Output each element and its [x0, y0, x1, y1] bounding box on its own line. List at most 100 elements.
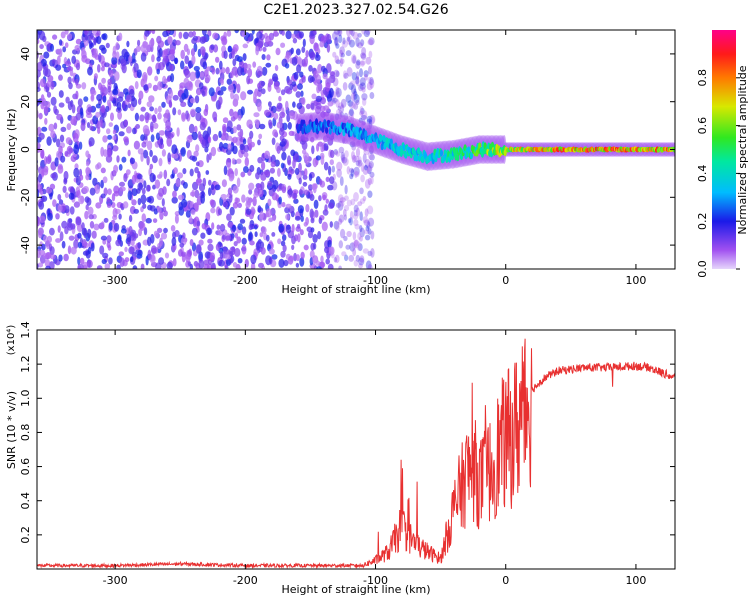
spectrogram-noise-cell	[237, 131, 243, 137]
spectrogram-noise-cell	[356, 241, 361, 251]
spectrogram-noise-cell	[240, 171, 246, 178]
spectrogram-noise-cell	[354, 223, 361, 230]
spectrogram-noise-cell	[56, 113, 63, 121]
spectrogram-noise-cell	[186, 80, 193, 91]
spectrogram-noise-cell	[162, 75, 167, 85]
spectrogram-noise-cell	[359, 77, 366, 87]
spectrogram-noise-cell	[105, 42, 110, 49]
spectrogram-noise-cell	[243, 151, 249, 158]
spectrogram-noise-cell	[347, 218, 352, 224]
spectrogram-noise-cell	[203, 263, 210, 269]
spectrogram-noise-cell	[173, 167, 178, 175]
spectrogram-noise-cell	[359, 106, 364, 114]
spectrogram-noise-cell	[117, 111, 122, 120]
spectrogram-noise-cell	[338, 34, 343, 44]
spectrogram-noise-cell	[368, 50, 373, 59]
spectrogram-noise-cell	[53, 105, 57, 114]
spectrogram-trace-cell	[404, 151, 408, 159]
spectrogram-noise-cell	[113, 190, 120, 197]
spectrogram-noise-cell	[199, 121, 206, 131]
spectrogram-noise-cell	[95, 202, 102, 209]
spectrogram-noise-cell	[174, 214, 179, 224]
spectrogram-noise-cell	[310, 227, 315, 233]
spectrogram-noise-cell	[175, 178, 181, 187]
spectrogram-noise-cell	[285, 214, 290, 220]
spectrogram-noise-cell	[306, 103, 311, 110]
spectrogram-noise-cell	[134, 81, 139, 90]
spectrogram-noise-cell	[278, 95, 282, 102]
spectrogram-noise-cell	[239, 218, 246, 224]
spectrogram-noise-cell	[206, 227, 213, 236]
spectrogram-noise-cell	[361, 93, 368, 101]
spectrogram-noise-cell	[278, 183, 283, 191]
spectrogram-noise-cell	[276, 145, 281, 154]
spectrogram-noise-cell	[159, 210, 164, 220]
spectrogram-noise-cell	[353, 103, 359, 110]
spectrogram-noise-cell	[353, 166, 360, 176]
spectrogram-noise-cell	[234, 168, 238, 177]
spectrogram-noise-cell	[131, 199, 137, 206]
spectrogram-noise-cell	[60, 31, 66, 39]
spectrogram-noise-cell	[100, 235, 107, 241]
spectrogram-noise-cell	[243, 68, 248, 74]
spectrogram-noise-cell	[45, 252, 51, 258]
spectrogram-noise-cell	[224, 254, 232, 260]
colorbar-tick-label: 0.2	[696, 212, 709, 230]
spectrogram-noise-cell	[85, 173, 90, 181]
spectrogram-noise-cell	[174, 57, 179, 65]
spectrogram-noise-cell	[70, 115, 77, 126]
spectrogram-noise-cell	[284, 63, 290, 69]
spectrogram-noise-cell	[89, 125, 94, 131]
spectrogram-noise-cell	[49, 43, 55, 52]
spectrogram-noise-cell	[359, 82, 366, 90]
spectrogram-noise-cell	[291, 223, 295, 233]
spectrogram-noise-cell	[267, 180, 273, 187]
spectrogram-noise-cell	[247, 68, 253, 78]
spectrogram-noise-cell	[275, 47, 281, 56]
spectrogram-noise-cell	[241, 244, 247, 255]
spectrogram-noise-cell	[323, 143, 329, 151]
spectrogram-noise-cell	[274, 64, 279, 72]
spectrogram-noise-cell	[85, 166, 90, 175]
spectrogram-noise-cell	[137, 173, 143, 180]
spectrogram-noise-cell	[246, 63, 252, 69]
spectrogram-noise-cell	[124, 246, 128, 252]
spectrogram-noise-cell	[37, 109, 39, 119]
spectrogram-noise-cell	[303, 56, 308, 67]
spectrogram-noise-cell	[357, 232, 362, 240]
spectrogram-noise-cell	[355, 76, 360, 85]
spectrogram-noise-cell	[175, 40, 181, 46]
spectrogram-noise-cell	[233, 93, 240, 102]
spectrogram-noise-cell	[57, 203, 63, 213]
spectrogram-noise-cell	[172, 39, 177, 47]
spectrogram-noise-cell	[67, 76, 72, 85]
spectrogram-noise-cell	[248, 189, 253, 195]
spectrogram-noise-cell	[127, 190, 132, 201]
spectrogram-noise-cell	[269, 167, 275, 174]
spectrogram-noise-cell	[130, 256, 134, 263]
spectrogram-noise-cell	[37, 142, 41, 150]
spectrogram-noise-cell	[338, 240, 343, 249]
spectrogram-noise-cell	[241, 237, 247, 245]
spectrogram-noise-cell	[360, 162, 364, 172]
spectrogram-noise-cell	[210, 207, 216, 214]
spectrogram-noise-cell	[165, 119, 171, 129]
spectrogram-noise-cell	[292, 37, 298, 44]
spectrogram-noise-cell	[145, 115, 149, 124]
spectrogram-noise-cell	[367, 228, 372, 235]
spectrogram-noise-cell	[117, 96, 124, 102]
spectrogram-noise-cell	[240, 106, 245, 116]
spectrogram-noise-cell	[201, 190, 205, 196]
spectrogram-noise-cell	[272, 76, 279, 82]
spectrogram-noise-cell	[50, 173, 57, 179]
spectrogram-noise-cell	[348, 82, 354, 90]
spectrogram-noise-cell	[350, 92, 356, 102]
spectrogram-noise-cell	[347, 100, 354, 107]
spectrogram-noise-cell	[231, 158, 236, 165]
spectrogram-noise-cell	[90, 32, 94, 40]
spectrogram-noise-cell	[366, 118, 373, 125]
snr-x-tick-label: 0	[502, 574, 509, 587]
spectrogram-noise-cell	[169, 64, 174, 71]
spectrogram-noise-cell	[55, 64, 62, 71]
